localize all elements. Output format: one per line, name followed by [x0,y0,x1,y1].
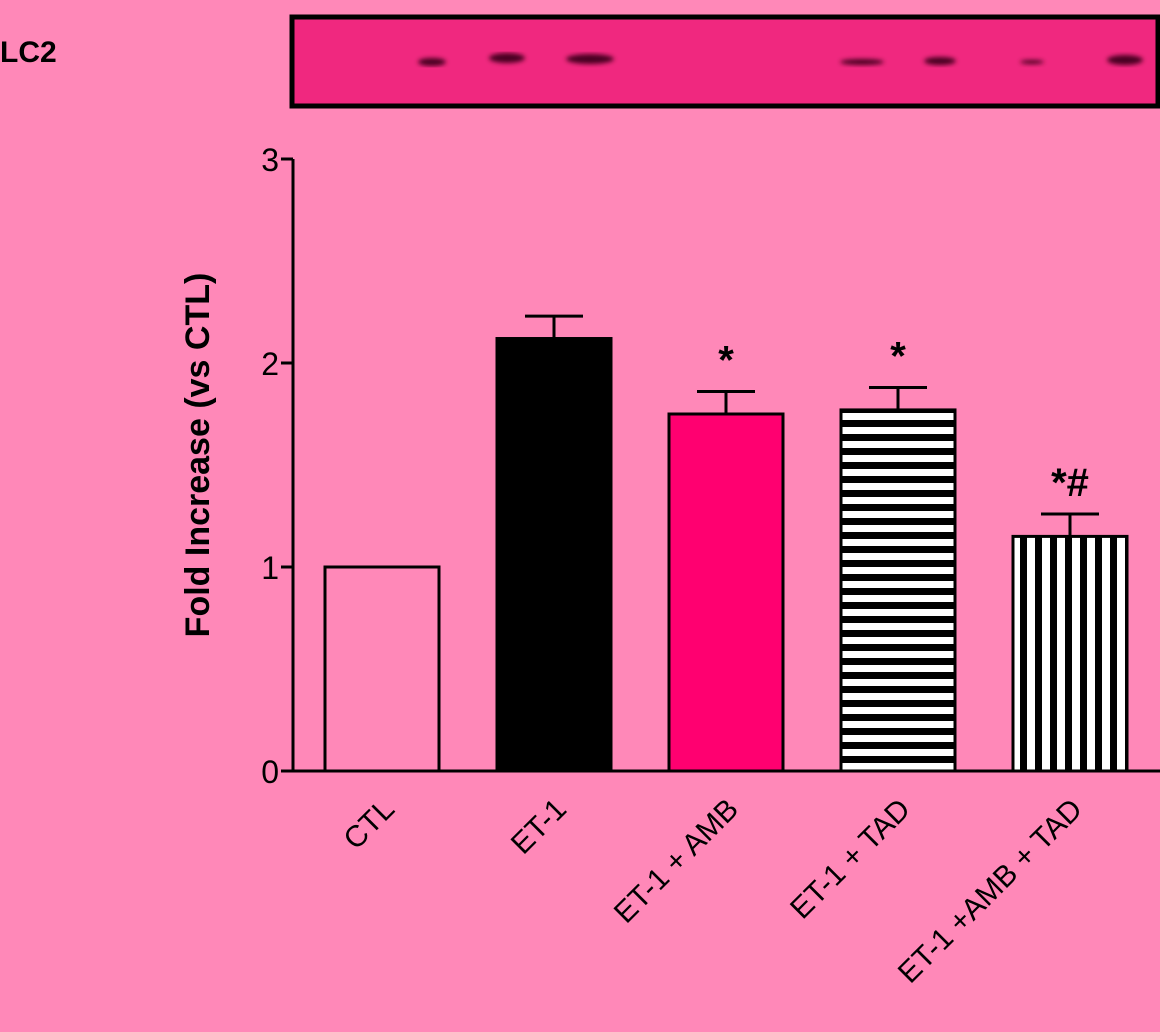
significance-label: * [890,334,906,378]
bar [667,412,785,773]
y-tick-label: 0 [261,754,279,790]
plot-area: 0 1 2 3 Fold Increase (vs CTL) CTL ET-1 * ET-1 +… [179,142,1160,990]
x-tick-label: ET-1 [505,793,573,861]
significance-label: * [718,339,734,383]
bar [1011,534,1129,773]
western-blot-image [289,14,1160,109]
bar [839,408,957,773]
bar [495,337,613,773]
y-tick-label: 2 [261,346,279,382]
bar [323,565,441,773]
x-tick-label: ET-1 +AMB + TAD [892,793,1089,990]
y-axis-title: Fold Increase (vs CTL) [179,273,217,638]
x-tick-label: ET-1 + TAD [784,793,917,926]
y-tick-label: 1 [261,550,279,586]
y-tick-label: 3 [261,142,279,178]
x-tick-label: CTL [338,793,401,856]
x-tick-label: ET-1 + AMB [608,793,745,930]
blot-label: LC2 [0,36,57,69]
significance-label: *# [1051,461,1089,505]
